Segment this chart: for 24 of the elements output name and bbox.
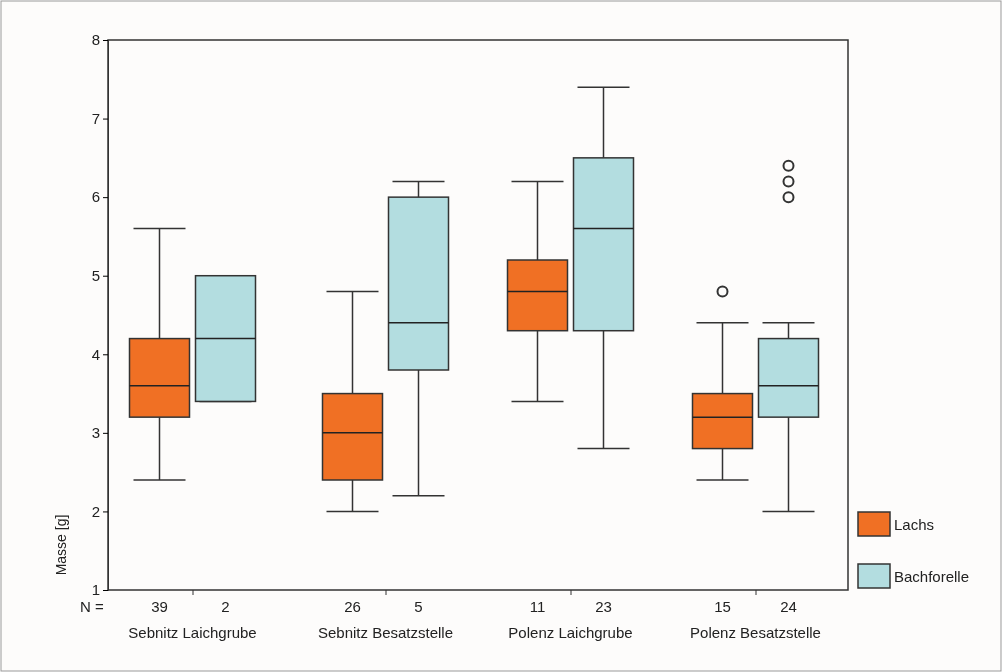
x-tick-label: Polenz Laichgrube <box>508 624 633 641</box>
text: 26 <box>344 598 361 615</box>
y-tick-label: 6 <box>91 188 100 206</box>
text: 39 <box>151 598 168 615</box>
x-tick-label: Polenz Besatzstelle <box>690 624 821 641</box>
x-tick-label: Sebnitz Besatzstelle <box>317 624 454 641</box>
legend-label: Lachs <box>894 516 935 533</box>
y-tick-label: 5 <box>91 267 100 285</box>
text: 24 <box>780 598 797 615</box>
y-tick-label: 1 <box>91 581 100 599</box>
text: N = <box>80 598 104 615</box>
text: 23 <box>595 598 612 615</box>
y-axis-title: Masse [g] <box>53 514 69 576</box>
text: 5 <box>414 598 423 615</box>
y-tick-label: 4 <box>91 345 100 363</box>
y-tick-label: 7 <box>91 109 100 127</box>
y-tick-label: 8 <box>91 31 100 49</box>
y-tick-label: 2 <box>91 502 100 520</box>
text: 11 <box>529 598 546 615</box>
text: 2 <box>221 598 230 615</box>
legend-label: Bachforelle <box>894 568 970 585</box>
text: 15 <box>714 598 731 615</box>
y-tick-label: 3 <box>91 424 100 442</box>
x-tick-label: Sebnitz Laichgrube <box>128 624 257 641</box>
